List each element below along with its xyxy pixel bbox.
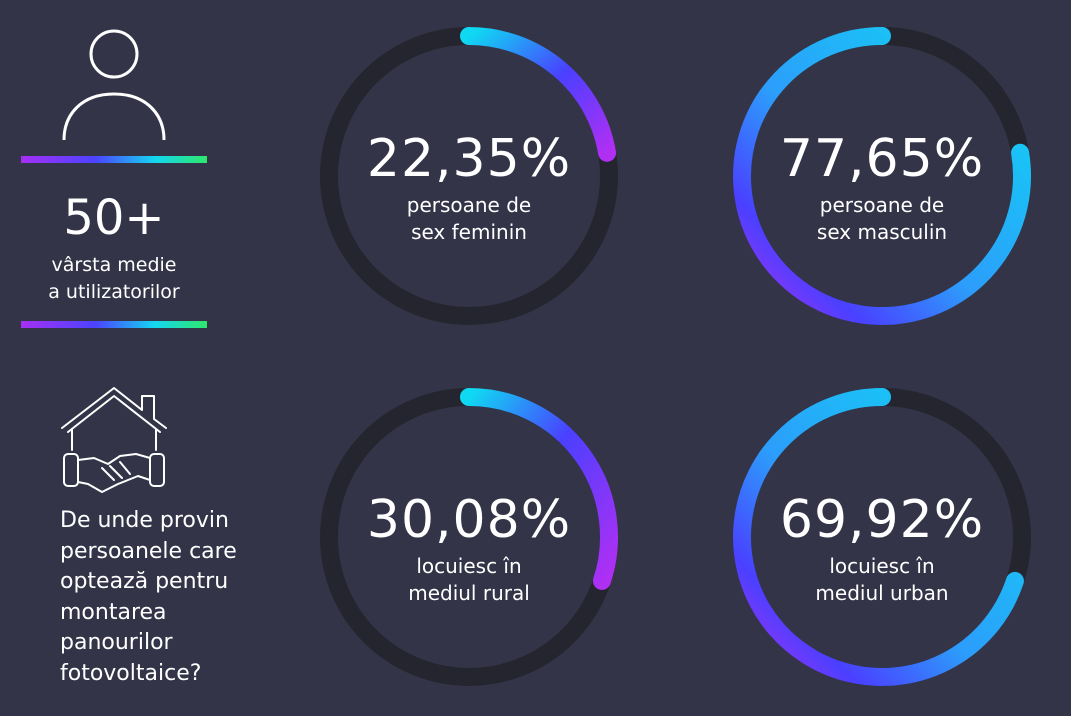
- donut-caption: locuiesc în mediul rural: [309, 553, 629, 607]
- percent-value: 69,92%: [779, 490, 985, 550]
- donut-chart: 69,92% locuiesc în mediul urban: [722, 377, 1042, 697]
- caption-line: mediul urban: [815, 581, 949, 605]
- donut-chart: 30,08% locuiesc în mediul rural: [309, 377, 629, 697]
- gradient-divider-top: [21, 156, 207, 163]
- donut-chart: 22,35% persoane de sex feminin: [309, 16, 629, 336]
- caption-line: persoane de: [819, 193, 945, 217]
- donut-caption: locuiesc în mediul urban: [722, 553, 1042, 607]
- average-age-label-line: a utilizatorilor: [48, 281, 180, 303]
- question-line: De unde provin: [60, 508, 229, 533]
- caption-line: locuiesc în: [416, 554, 522, 578]
- house-handshake-icon: [61, 387, 167, 493]
- user-icon: [62, 29, 166, 141]
- donut-svg: [320, 27, 618, 325]
- percent-value: 77,65%: [779, 129, 985, 189]
- caption-line: sex feminin: [411, 220, 527, 244]
- donut-caption: persoane de sex masculin: [722, 192, 1042, 246]
- donut-arc: [460, 388, 618, 590]
- average-age-label: vârsta medie a utilizatorilor: [21, 252, 207, 306]
- question-line: panourilor: [60, 630, 173, 655]
- gradient-divider-bottom: [21, 321, 207, 328]
- donut-arc: [733, 27, 1031, 325]
- donut-arc: [733, 388, 1024, 686]
- caption-line: persoane de: [406, 193, 532, 217]
- donut-arc: [460, 27, 617, 162]
- question-line: fotovoltaice?: [60, 660, 202, 686]
- caption-line: mediul rural: [408, 581, 530, 605]
- average-age-value: 50+: [63, 190, 165, 246]
- percent-value: 22,35%: [366, 129, 572, 189]
- donut-chart: 77,65% persoane de sex masculin: [722, 16, 1042, 336]
- caption-line: sex masculin: [816, 220, 948, 244]
- caption-line: locuiesc în: [829, 554, 935, 578]
- donut-svg: [733, 27, 1031, 325]
- average-age-label-line: vârsta medie: [51, 254, 177, 276]
- question-line: montarea: [60, 599, 167, 625]
- donut-svg: [320, 388, 618, 686]
- donut-svg: [733, 388, 1031, 686]
- question-line: optează pentru: [60, 569, 229, 594]
- donut-caption: persoane de sex feminin: [309, 192, 629, 246]
- question-line: persoanele care: [60, 538, 237, 564]
- question-text: De unde provin persoanele care optează p…: [60, 506, 280, 689]
- percent-value: 30,08%: [366, 490, 572, 550]
